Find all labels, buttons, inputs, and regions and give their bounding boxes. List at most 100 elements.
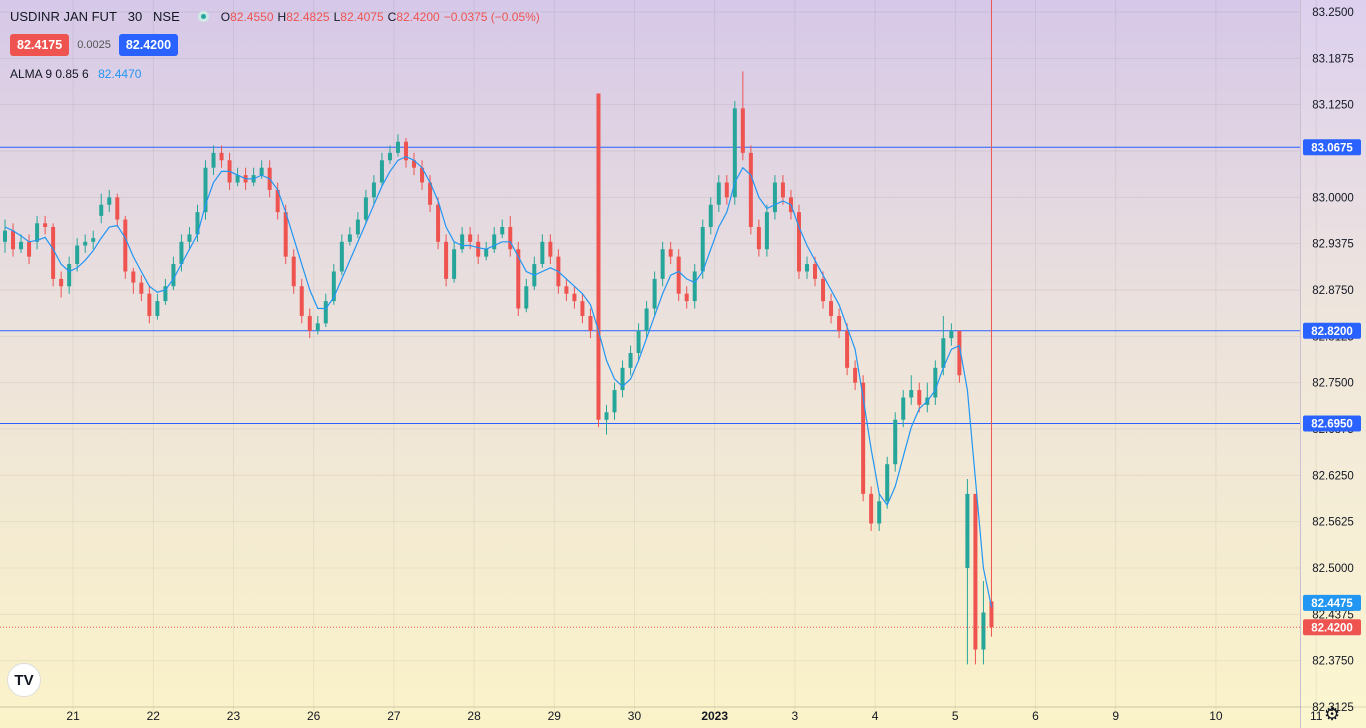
candle-body bbox=[315, 323, 320, 331]
candle-body bbox=[796, 212, 801, 272]
tradingview-logo-icon[interactable]: TV bbox=[7, 663, 41, 697]
x-tick-label: 23 bbox=[227, 709, 241, 723]
y-tick-label: 82.5000 bbox=[1312, 563, 1354, 575]
hline-price-label: 82.6950 bbox=[1311, 418, 1353, 430]
sell-button[interactable]: 82.4175 bbox=[10, 34, 70, 56]
candle-body bbox=[235, 175, 240, 183]
y-tick-label: 82.3125 bbox=[1312, 702, 1354, 714]
y-tick-label: 83.1875 bbox=[1312, 53, 1354, 65]
candle-body bbox=[628, 353, 633, 368]
candle-body bbox=[291, 256, 296, 287]
candle-body bbox=[853, 367, 858, 383]
candle-body bbox=[708, 204, 713, 227]
candle-body bbox=[652, 278, 657, 309]
y-tick-label: 82.7500 bbox=[1312, 378, 1354, 390]
candle-body bbox=[957, 330, 962, 376]
hline-price-label-bg bbox=[1303, 322, 1361, 339]
candle-body bbox=[933, 367, 938, 398]
candle-body bbox=[91, 238, 96, 242]
candle-body bbox=[460, 234, 465, 250]
candle-body bbox=[869, 493, 874, 524]
candle-body bbox=[981, 612, 986, 650]
chart-area[interactable] bbox=[0, 0, 1300, 728]
bid-ask-row: 82.4175 0.0025 82.4200 bbox=[10, 34, 179, 56]
candle-body bbox=[676, 256, 681, 294]
x-tick-label: 6 bbox=[1032, 709, 1039, 723]
x-tick-label: 4 bbox=[872, 709, 879, 723]
candle-body bbox=[99, 204, 104, 216]
ma-price-label: 82.4475 bbox=[1311, 598, 1353, 610]
candle-body bbox=[764, 212, 769, 250]
candle-body bbox=[436, 204, 441, 242]
candle-body bbox=[75, 245, 80, 265]
candle-body bbox=[283, 212, 288, 257]
candle-body bbox=[299, 286, 304, 316]
candle-body bbox=[700, 226, 705, 272]
buy-button[interactable]: 82.4200 bbox=[118, 34, 179, 56]
hline-price-label: 83.0675 bbox=[1311, 142, 1353, 154]
y-tick-label: 82.6250 bbox=[1312, 470, 1354, 482]
candle-body bbox=[107, 197, 112, 205]
legend-header: USDINR JAN FUT 30 NSE O82.4550 H82.4825 … bbox=[10, 9, 544, 24]
candle-body bbox=[147, 293, 152, 316]
candle-body bbox=[877, 501, 882, 524]
candle-body bbox=[748, 152, 753, 227]
y-tick-label: 82.9375 bbox=[1312, 239, 1354, 251]
candle-body bbox=[596, 93, 601, 420]
gear-icon[interactable]: ⚙ bbox=[1324, 704, 1341, 724]
candle-body bbox=[660, 249, 665, 279]
candle-body bbox=[139, 282, 144, 294]
ohlc-open: O82.4550 bbox=[220, 9, 274, 24]
market-status-icon[interactable] bbox=[197, 11, 209, 22]
candle-body bbox=[732, 108, 737, 198]
candle-body bbox=[387, 152, 392, 161]
candle-body bbox=[540, 241, 545, 265]
candle-body bbox=[909, 390, 914, 398]
last-price-label: 82.4200 bbox=[1311, 622, 1353, 634]
indicator-legend[interactable]: ALMA 9 0.85 6 82.4470 bbox=[10, 67, 141, 81]
x-tick-label: 11 bbox=[1310, 709, 1323, 723]
candle-body bbox=[27, 241, 32, 257]
candle-body bbox=[203, 167, 208, 213]
hline-price-label-bg bbox=[1303, 139, 1361, 156]
candle-body bbox=[131, 271, 136, 283]
candle-body bbox=[684, 293, 689, 302]
candle-body bbox=[644, 308, 649, 331]
y-tick-label: 83.2500 bbox=[1312, 7, 1354, 19]
x-tick-label: 3 bbox=[792, 709, 799, 723]
hline-price-label: 82.8200 bbox=[1311, 326, 1353, 338]
candle-body bbox=[35, 223, 40, 242]
candle-body bbox=[989, 601, 994, 628]
candle-body bbox=[772, 182, 777, 213]
candle-body bbox=[724, 182, 729, 198]
y-tick-label: 83.0000 bbox=[1312, 192, 1354, 204]
candle-body bbox=[508, 226, 513, 250]
candle-body bbox=[11, 230, 16, 250]
candle-body bbox=[355, 219, 360, 235]
x-tick-label: 29 bbox=[548, 709, 562, 723]
candle-body bbox=[171, 264, 176, 287]
exchange-label: NSE bbox=[153, 9, 180, 24]
y-tick-label: 82.5625 bbox=[1312, 517, 1354, 529]
candle-body bbox=[588, 315, 593, 331]
candle-body bbox=[756, 226, 761, 250]
ohlc-low: L82.4075 bbox=[333, 9, 384, 24]
candle-body bbox=[949, 330, 954, 339]
candle-body bbox=[404, 141, 408, 161]
candle-body bbox=[885, 464, 890, 502]
candle-body bbox=[187, 234, 192, 242]
candle-body bbox=[805, 264, 809, 272]
candle-body bbox=[67, 264, 72, 287]
x-tick-label: 21 bbox=[66, 709, 80, 723]
symbol-title[interactable]: USDINR JAN FUT 30 NSE bbox=[10, 9, 180, 24]
candle-body bbox=[19, 241, 24, 250]
candle-body bbox=[412, 160, 417, 168]
candle-body bbox=[620, 367, 625, 391]
candle-body bbox=[163, 286, 168, 302]
candle-body bbox=[845, 330, 850, 368]
candle-body bbox=[468, 234, 473, 242]
candle-body bbox=[3, 230, 7, 242]
x-tick-label: 26 bbox=[307, 709, 321, 723]
candle-body bbox=[195, 212, 200, 235]
